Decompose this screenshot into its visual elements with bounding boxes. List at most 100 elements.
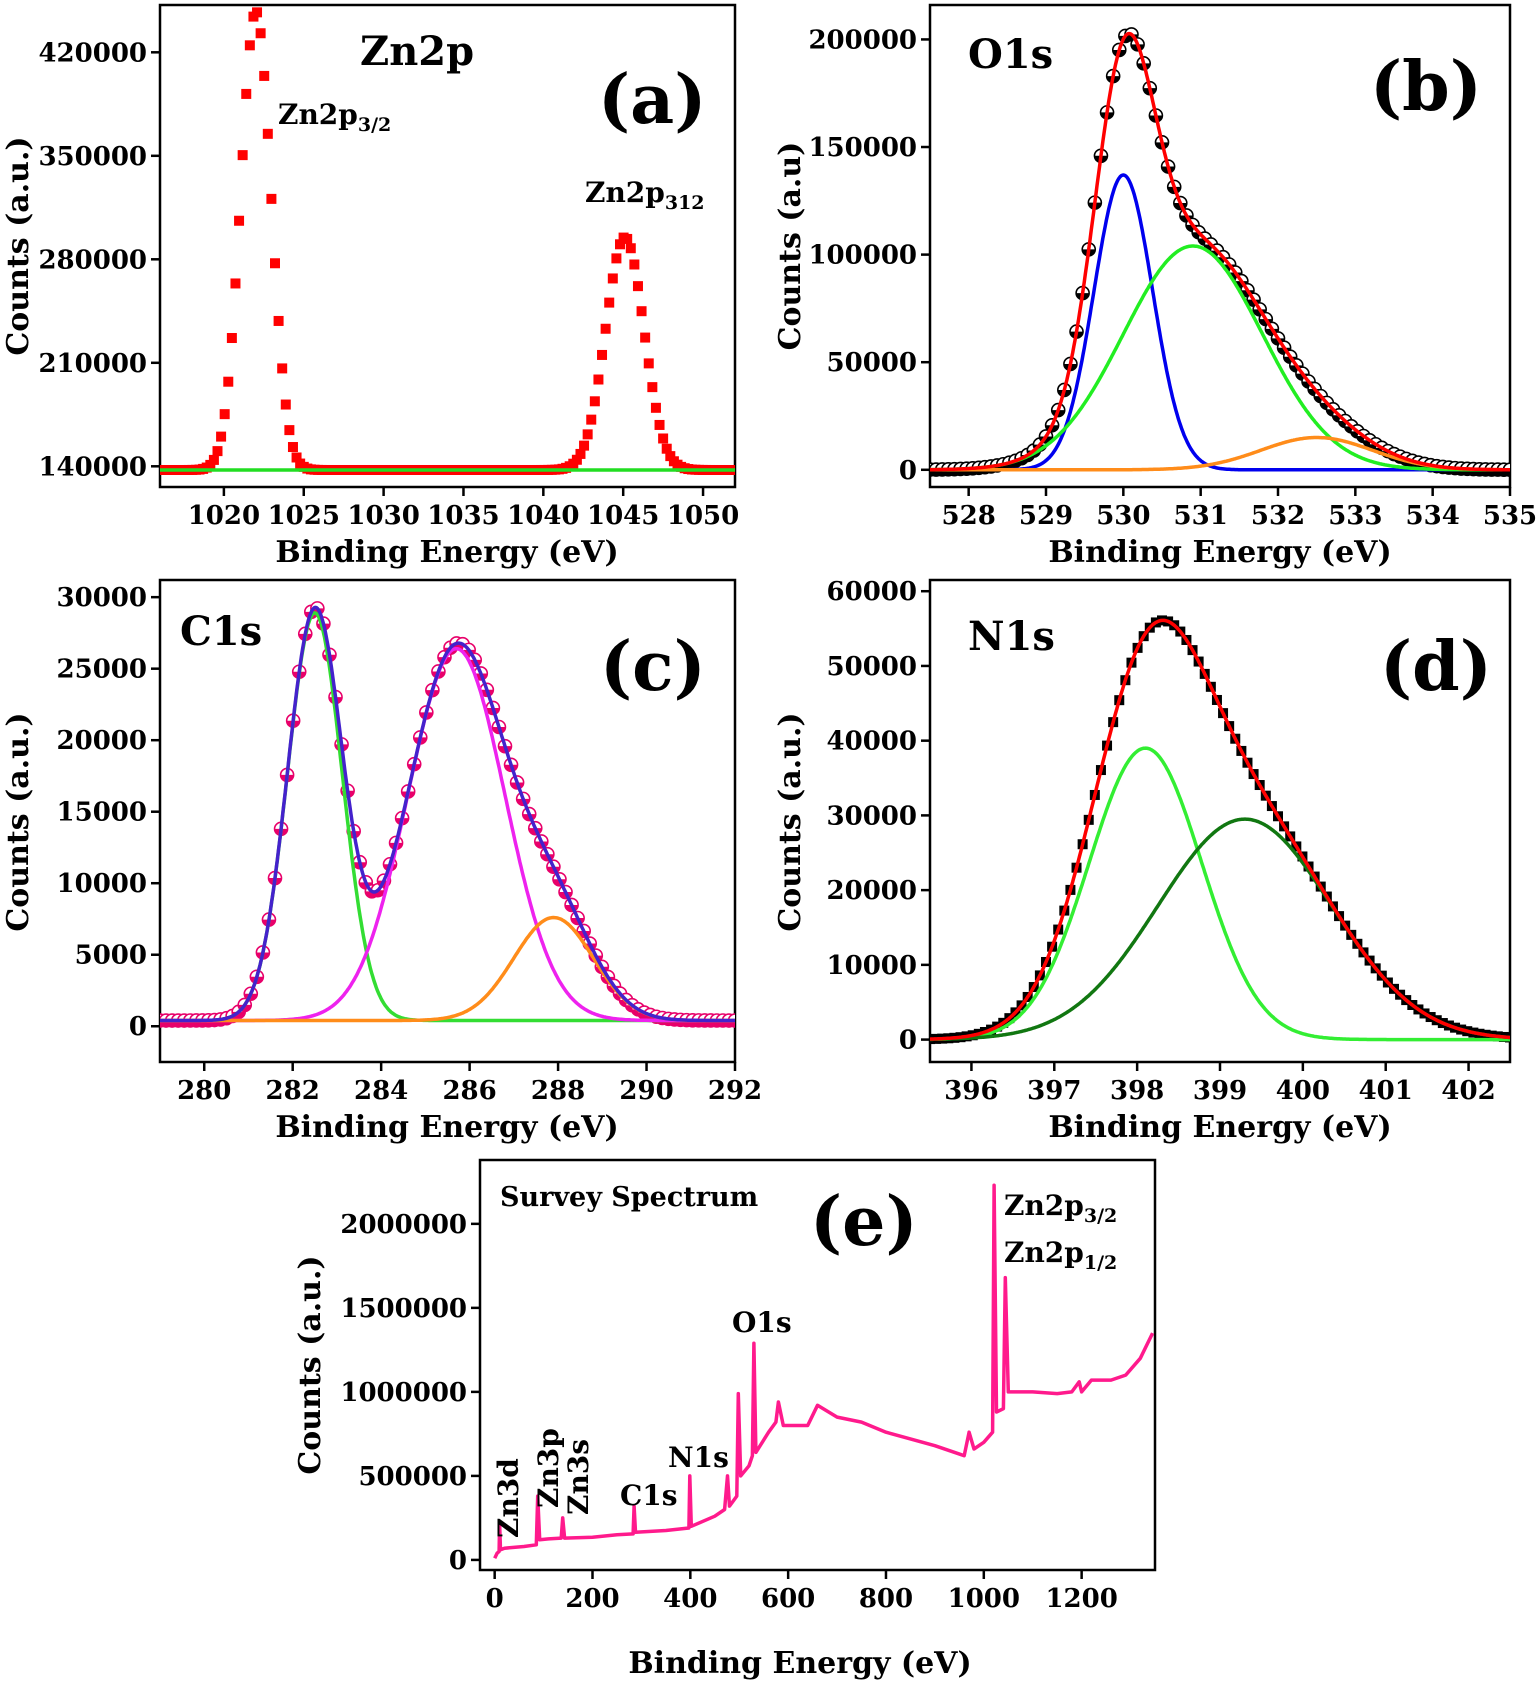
data-point	[270, 258, 280, 269]
panel-d-xlabel: Binding Energy (eV)	[1048, 1110, 1391, 1145]
x-tick-label: 396	[944, 1076, 998, 1106]
panel-a-frame	[158, 3, 737, 489]
y-tick-label: 100000	[808, 241, 917, 271]
y-tick-label: 25000	[57, 655, 147, 685]
x-tick-label: 292	[708, 1076, 762, 1106]
y-tick-label: 200000	[808, 25, 917, 55]
data-point	[615, 239, 625, 250]
data-point	[643, 358, 654, 369]
x-tick-label: 528	[942, 501, 996, 531]
x-tick-label: 286	[442, 1076, 496, 1106]
data-point	[640, 332, 651, 343]
data-point	[571, 454, 582, 465]
data-point	[241, 88, 252, 99]
panel-e-anno-n1s: N1s	[668, 1441, 729, 1474]
x-tick-label: 600	[761, 1584, 815, 1614]
y-tick-label: 1000000	[340, 1378, 467, 1408]
panel-c-frame	[158, 578, 737, 1064]
data-point	[658, 433, 669, 444]
panel-d-plot	[930, 615, 1510, 1045]
panel-d-ylabel: Counts (a.u.)	[773, 712, 808, 931]
data-point	[234, 215, 245, 226]
y-tick-label: 40000	[827, 727, 917, 757]
x-tick-label: 800	[859, 1584, 913, 1614]
y-tick-label: 15000	[57, 798, 147, 828]
x-tick-label: 400	[1276, 1076, 1330, 1106]
x-tick-label: 290	[619, 1076, 673, 1106]
x-tick-label: 282	[266, 1076, 320, 1106]
data-point	[252, 7, 263, 18]
x-tick-label: 400	[663, 1584, 717, 1614]
x-tick-label: 535	[1483, 501, 1536, 531]
panel-d-title: N1s	[968, 613, 1055, 660]
y-tick-label: 50000	[827, 652, 917, 682]
data-point	[625, 243, 636, 254]
y-tick-label: 0	[449, 1546, 467, 1576]
panel-e-anno-zn3d: Zn3d	[492, 1458, 525, 1538]
data-point	[597, 349, 608, 360]
y-tick-label: 500000	[358, 1462, 467, 1492]
y-tick-label: 210000	[38, 349, 147, 379]
y-tick-label: 0	[899, 456, 917, 486]
data-point	[223, 376, 234, 387]
y-tick-label: 280000	[38, 245, 147, 275]
y-tick-label: 0	[899, 1026, 917, 1056]
panel-e-anno-zn2p12: Zn2p1/2	[1004, 1236, 1117, 1274]
panel-b-xlabel: Binding Energy (eV)	[1048, 535, 1391, 570]
series-line	[493, 1183, 1155, 1559]
data-point	[611, 253, 622, 264]
data-point	[216, 431, 227, 442]
panel-b-frame	[928, 3, 1512, 489]
x-tick-label: 397	[1027, 1076, 1081, 1106]
panel-e-survey: 0 200 400 600 800 1000 1200 0 500000 1000000 15000…	[293, 1158, 1157, 1681]
data-point	[291, 452, 302, 463]
y-tick-label: 20000	[827, 876, 917, 906]
series-line	[160, 605, 735, 1023]
y-tick-label: 0	[129, 1012, 147, 1042]
x-tick-label: 531	[1174, 501, 1228, 531]
x-tick-label: 402	[1441, 1076, 1495, 1106]
panel-c-xlabel: Binding Energy (eV)	[275, 1110, 618, 1145]
x-tick-label: 280	[177, 1076, 231, 1106]
panel-d-ticks: 396 397 398 399 400 401 402 0 10000 20000 30000 400…	[827, 577, 1496, 1106]
x-tick-label: 1050	[667, 501, 739, 531]
y-tick-label: 150000	[808, 133, 917, 163]
series-line	[930, 618, 1510, 1041]
panel-a-xlabel: Binding Energy (eV)	[275, 535, 618, 570]
x-tick-label: 1020	[188, 501, 260, 531]
x-tick-label: 399	[1193, 1076, 1247, 1106]
x-tick-label: 1000	[948, 1584, 1020, 1614]
data-point	[230, 278, 241, 289]
y-tick-label: 420000	[38, 38, 147, 68]
panel-b-plot	[930, 27, 1510, 477]
panel-a-anno-zn2p312: Zn2p312	[585, 176, 705, 214]
panel-e-title: Survey Spectrum	[500, 1182, 758, 1213]
y-tick-label: 2000000	[340, 1210, 467, 1240]
y-tick-label: 30000	[827, 801, 917, 831]
data-point	[273, 315, 284, 326]
panel-c-tag: (c)	[600, 627, 706, 707]
panel-e-anno-c1s: C1s	[620, 1479, 678, 1512]
panel-c-ticks: 280 282 284 286 288 290 292 0 5000 10000 15000 2000…	[57, 583, 763, 1106]
data-point	[579, 440, 590, 451]
data-point	[604, 297, 615, 308]
panel-e-ticks: 0 200 400 600 800 1000 1200 0 500000 1000000 15000…	[340, 1210, 1117, 1614]
data-point	[255, 28, 266, 39]
panel-e-anno-zn2p32: Zn2p3/2	[1004, 1189, 1117, 1227]
data-point	[262, 128, 273, 139]
panel-d-tag: (d)	[1380, 627, 1492, 707]
data-point	[636, 306, 647, 317]
data-point	[259, 70, 270, 81]
data-point	[212, 446, 223, 457]
data-point	[632, 281, 643, 292]
series-line	[930, 31, 1510, 472]
panel-b-tag: (b)	[1370, 47, 1482, 127]
series-line	[930, 173, 1510, 472]
panel-a-ylabel: Counts (a.u.)	[1, 136, 36, 355]
panel-a-ticks: 1020 1025 1030 1035 1040 1045 1050 140000 210000…	[38, 38, 739, 531]
data-point	[650, 402, 661, 413]
y-tick-label: 140000	[38, 452, 147, 482]
panel-e-anno-o1s: O1s	[732, 1306, 792, 1339]
data-point	[600, 323, 611, 334]
